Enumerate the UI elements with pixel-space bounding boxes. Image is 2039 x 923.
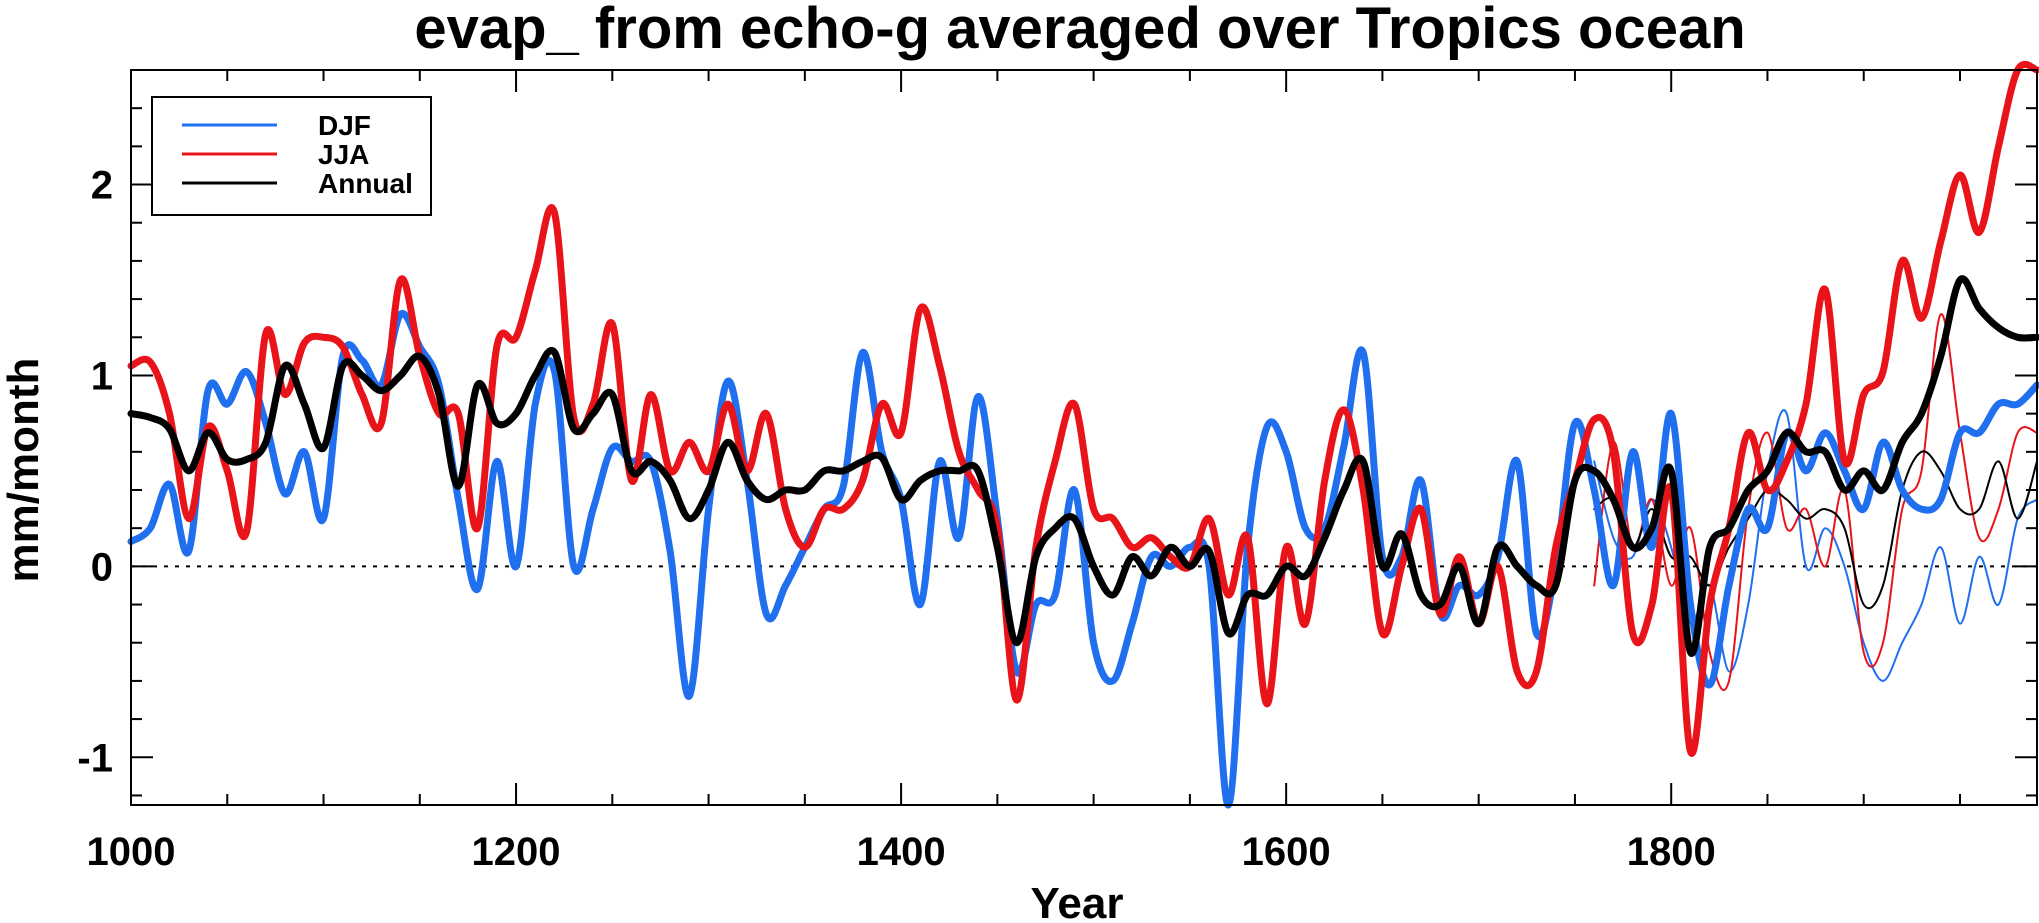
y-tick-label: 1 <box>91 354 113 398</box>
x-tick-label: 1600 <box>1242 830 1331 874</box>
tick-labels: 1000 1200 1400 1600 1800 -1 0 1 2 <box>77 164 1715 874</box>
y-tick-label: 0 <box>91 545 113 589</box>
x-tick-label: 1000 <box>87 830 176 874</box>
x-tick-label: 1800 <box>1627 830 1716 874</box>
chart-title: evap_ from echo-g averaged over Tropics … <box>414 0 1745 61</box>
axes-frame <box>130 69 2038 806</box>
y-axis-title: mm/month <box>0 358 48 583</box>
legend-label-jja: JJA <box>318 139 369 170</box>
series-line-djf-thin <box>1593 409 2038 682</box>
x-tick-label: 1400 <box>857 830 946 874</box>
series-line-jja <box>127 60 2039 757</box>
x-axis-title: Year <box>1031 879 1124 923</box>
legend-box <box>151 96 432 216</box>
series-line-jja-thin <box>1593 313 2038 691</box>
plot-frame <box>130 69 2038 806</box>
series-line-annual-thin <box>1593 450 2038 610</box>
legend-label-djf: DJF <box>318 110 371 141</box>
series-line-annual <box>127 275 2039 657</box>
y-tick-label: -1 <box>77 736 113 780</box>
y-tick-label: 2 <box>91 164 113 208</box>
x-tick-label: 1200 <box>472 830 561 874</box>
tick-marks <box>130 69 2037 805</box>
legend-label-annual: Annual <box>318 168 413 199</box>
series-line-djf <box>127 309 2039 809</box>
series-group <box>127 60 2039 809</box>
